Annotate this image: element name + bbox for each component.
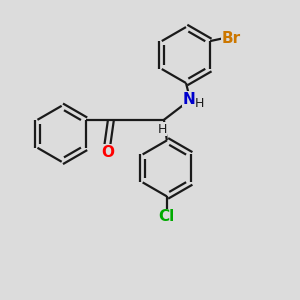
Text: N: N — [183, 92, 195, 107]
Text: Cl: Cl — [159, 209, 175, 224]
Text: Br: Br — [221, 31, 240, 46]
Text: H: H — [195, 97, 204, 110]
Text: H: H — [158, 123, 167, 136]
Text: O: O — [101, 145, 114, 160]
